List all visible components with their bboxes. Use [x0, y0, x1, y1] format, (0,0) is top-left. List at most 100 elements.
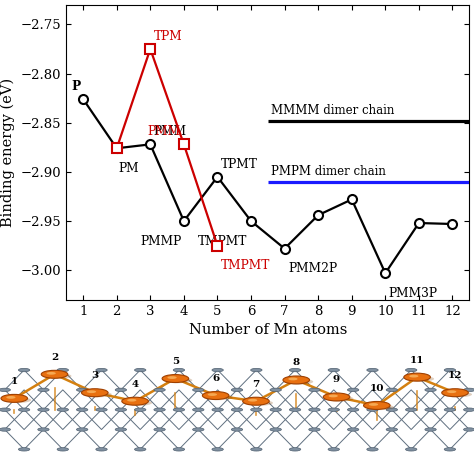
- Circle shape: [57, 408, 68, 412]
- Circle shape: [270, 428, 282, 431]
- Text: PM: PM: [118, 162, 139, 175]
- Text: 4: 4: [131, 380, 139, 389]
- Text: TPMT: TPMT: [221, 158, 258, 171]
- Text: PMPM dimer chain: PMPM dimer chain: [271, 165, 386, 178]
- Circle shape: [251, 447, 262, 451]
- Circle shape: [208, 393, 217, 396]
- Ellipse shape: [244, 400, 273, 406]
- Circle shape: [405, 368, 417, 372]
- X-axis label: Number of Mn atoms: Number of Mn atoms: [189, 323, 347, 337]
- Text: PMM: PMM: [154, 126, 187, 138]
- Circle shape: [212, 368, 223, 372]
- Circle shape: [0, 428, 10, 431]
- Circle shape: [115, 428, 127, 431]
- Circle shape: [173, 408, 185, 412]
- Circle shape: [367, 368, 378, 372]
- Circle shape: [243, 397, 269, 405]
- Ellipse shape: [82, 391, 112, 397]
- Circle shape: [192, 408, 204, 412]
- Circle shape: [425, 408, 436, 412]
- Circle shape: [367, 408, 378, 412]
- Circle shape: [127, 399, 137, 402]
- Circle shape: [76, 388, 88, 392]
- Circle shape: [404, 373, 430, 381]
- Circle shape: [347, 408, 359, 412]
- Circle shape: [442, 389, 468, 396]
- Text: 3: 3: [91, 371, 99, 380]
- Text: 2: 2: [51, 353, 58, 362]
- Text: 10: 10: [370, 384, 384, 393]
- Circle shape: [289, 447, 301, 451]
- Circle shape: [464, 408, 474, 412]
- Circle shape: [464, 428, 474, 431]
- Circle shape: [6, 396, 16, 399]
- Circle shape: [464, 388, 474, 392]
- Circle shape: [154, 388, 165, 392]
- Circle shape: [135, 368, 146, 372]
- Circle shape: [386, 428, 398, 431]
- Circle shape: [154, 428, 165, 431]
- Circle shape: [328, 395, 338, 397]
- Circle shape: [289, 408, 301, 412]
- Text: 9: 9: [333, 376, 340, 385]
- Circle shape: [386, 408, 398, 412]
- Circle shape: [135, 447, 146, 451]
- Circle shape: [328, 447, 339, 451]
- Circle shape: [46, 372, 56, 375]
- Circle shape: [0, 388, 10, 392]
- Circle shape: [115, 408, 127, 412]
- Circle shape: [76, 408, 88, 412]
- Ellipse shape: [365, 404, 394, 410]
- Circle shape: [270, 408, 282, 412]
- Circle shape: [231, 388, 243, 392]
- Circle shape: [41, 371, 68, 378]
- Circle shape: [167, 376, 177, 379]
- Circle shape: [425, 388, 436, 392]
- Circle shape: [115, 388, 127, 392]
- Text: P: P: [71, 80, 81, 93]
- Circle shape: [192, 428, 204, 431]
- Ellipse shape: [203, 394, 233, 400]
- Circle shape: [1, 395, 27, 402]
- Ellipse shape: [123, 400, 152, 406]
- Circle shape: [96, 447, 107, 451]
- Text: 7: 7: [252, 380, 260, 389]
- Circle shape: [202, 392, 229, 399]
- Circle shape: [405, 447, 417, 451]
- Circle shape: [288, 378, 298, 380]
- Text: 6: 6: [212, 374, 219, 383]
- Circle shape: [173, 368, 185, 372]
- Ellipse shape: [284, 379, 313, 385]
- Text: TMPMT: TMPMT: [198, 235, 247, 248]
- Circle shape: [87, 390, 96, 393]
- Ellipse shape: [443, 391, 472, 397]
- Circle shape: [270, 388, 282, 392]
- Circle shape: [309, 408, 320, 412]
- Circle shape: [309, 388, 320, 392]
- Circle shape: [18, 368, 30, 372]
- Circle shape: [173, 447, 185, 451]
- Circle shape: [18, 447, 30, 451]
- Circle shape: [38, 428, 49, 431]
- Circle shape: [369, 403, 378, 406]
- Circle shape: [444, 408, 456, 412]
- Circle shape: [82, 389, 108, 396]
- Circle shape: [289, 368, 301, 372]
- Text: PMMP: PMMP: [140, 235, 181, 248]
- Circle shape: [328, 368, 339, 372]
- Circle shape: [192, 388, 204, 392]
- Circle shape: [122, 397, 148, 405]
- Text: 11: 11: [410, 356, 424, 365]
- Circle shape: [444, 447, 456, 451]
- Text: TMPMT: TMPMT: [221, 260, 270, 272]
- Ellipse shape: [42, 373, 72, 379]
- Circle shape: [386, 388, 398, 392]
- Circle shape: [212, 408, 223, 412]
- Circle shape: [248, 399, 257, 402]
- Ellipse shape: [163, 377, 192, 383]
- Circle shape: [444, 368, 456, 372]
- Circle shape: [76, 428, 88, 431]
- Circle shape: [364, 402, 390, 409]
- Circle shape: [57, 447, 68, 451]
- Circle shape: [347, 388, 359, 392]
